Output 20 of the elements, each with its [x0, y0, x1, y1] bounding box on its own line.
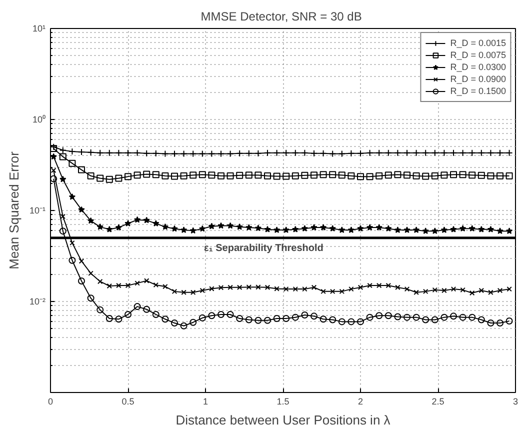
y-tick-label: 10⁻¹	[29, 206, 46, 216]
x-tick-label: 1.5	[276, 396, 290, 406]
x-tick-label: 2	[358, 396, 364, 406]
legend-label: R_D = 0.1500	[450, 85, 506, 97]
x-tick-label: 0.5	[122, 396, 134, 406]
x-tick-label: 1	[202, 396, 208, 406]
legend-label: R_D = 0.0075	[450, 49, 506, 61]
y-tick-label: 10¹	[32, 24, 46, 34]
y-tick-label: 10⁰	[32, 114, 46, 124]
y-axis-title: Mean Squared Error	[6, 150, 22, 270]
ref-line-label: ε₁ Separability Threshold	[204, 242, 324, 254]
legend-label: R_D = 0.0015	[450, 37, 506, 49]
x-axis-title: Distance between User Positions in λ	[176, 412, 391, 428]
legend-label: R_D = 0.0900	[450, 73, 506, 85]
x-tick-label: 2.5	[432, 396, 444, 406]
x-tick-label: 3	[512, 396, 518, 406]
x-tick-label: 0	[48, 396, 54, 406]
chart-title: MMSE Detector, SNR = 30 dB	[200, 10, 362, 24]
y-tick-label: 10⁻²	[29, 296, 46, 306]
legend-label: R_D = 0.0300	[450, 61, 506, 73]
